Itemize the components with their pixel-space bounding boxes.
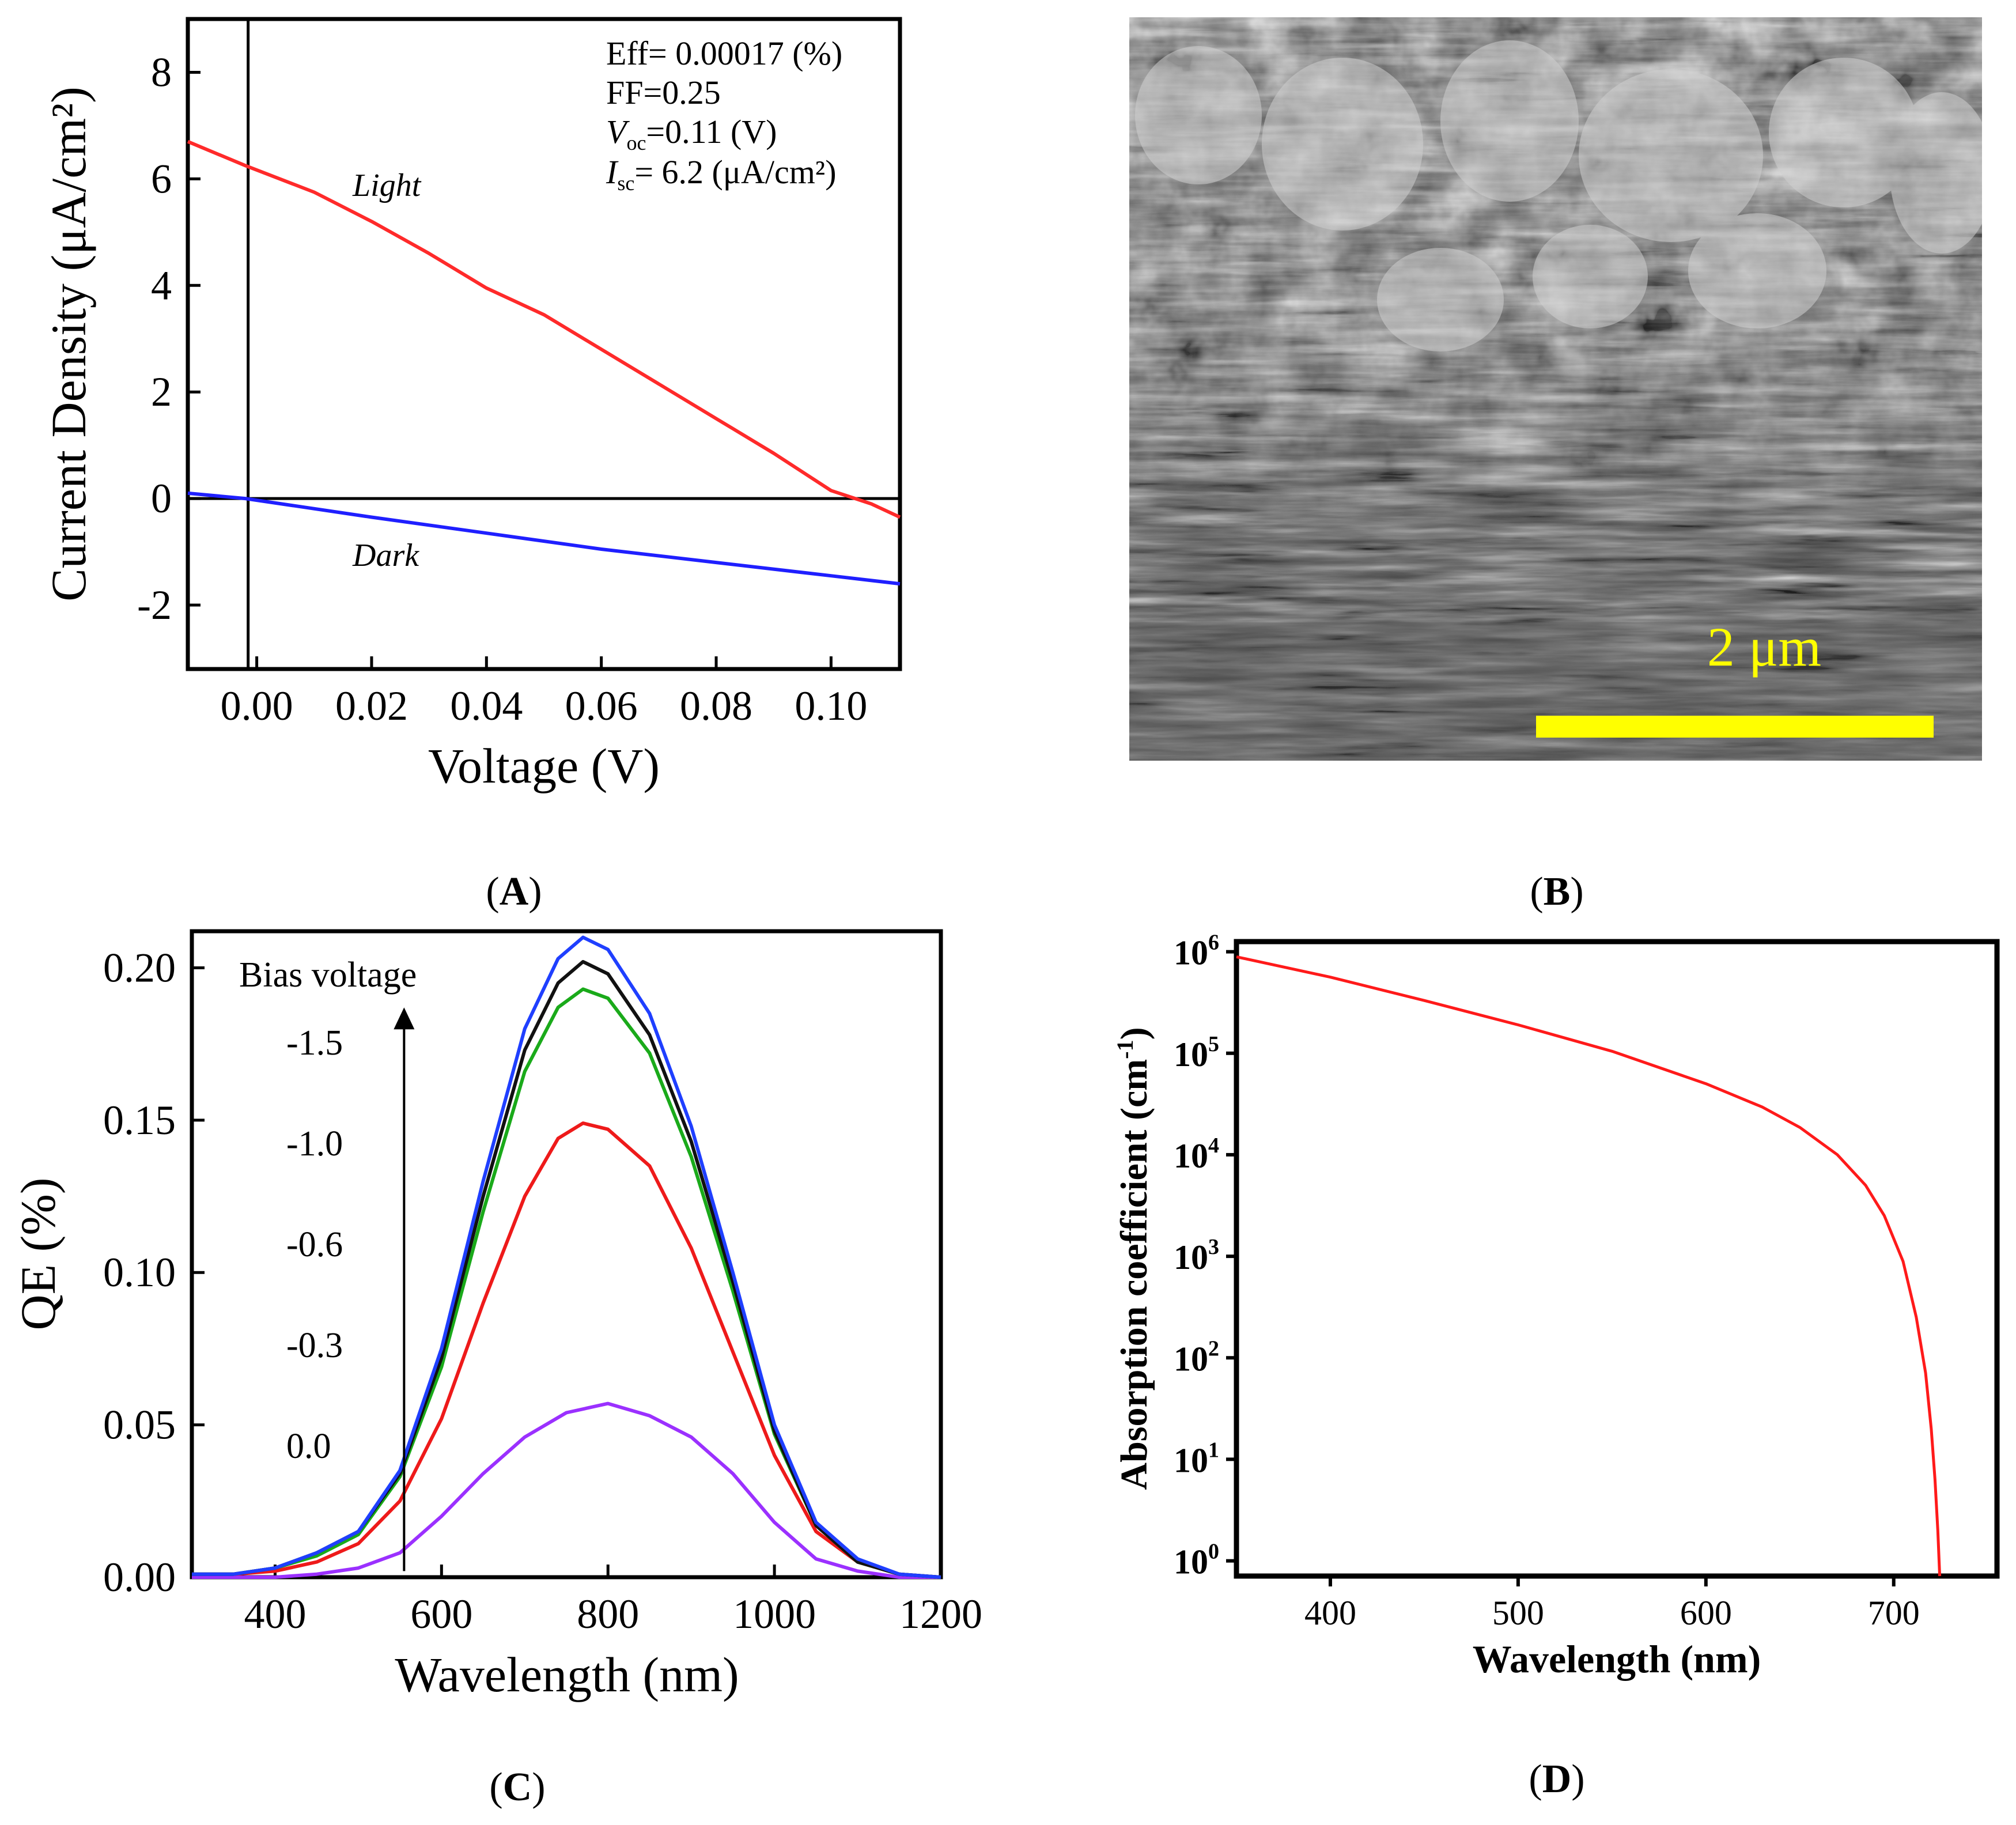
panel-a-label: (A): [486, 870, 542, 914]
scale-bar: [1536, 716, 1934, 738]
y-tick-label: 2: [151, 369, 172, 415]
panel-a-chart: 0.00 0.02 0.04 0.06 0.08 0.10 -2 0 2 4 6 8 Eff= 0.0…: [41, 17, 902, 914]
y-tick-label: 0.15: [103, 1097, 176, 1143]
panel-a-frame: [186, 17, 902, 671]
bias-label: -0.3: [286, 1326, 343, 1365]
panel-a-y-axis-title: Current Density (μA/cm²): [41, 86, 96, 601]
qe-curve--0.6V: [192, 987, 941, 1579]
annotation-voc: Voc=0.11 (V): [606, 113, 777, 154]
scale-bar-label: 2 μm: [1707, 616, 1821, 678]
x-tick-label: 0.08: [680, 683, 752, 729]
x-tick-label: 400: [244, 1591, 306, 1637]
panel-d-frame: [1234, 939, 2000, 1579]
y-tick-label: 102: [1174, 1336, 1219, 1378]
bias-voltage-title: Bias voltage: [239, 955, 417, 995]
panel-c-chart: 400 600 800 1000 1200 0.00 0.05 0.10 0.15 0.20 Bi…: [10, 929, 982, 1809]
x-tick-label: 0.06: [565, 683, 638, 729]
y-tick-label: 0.05: [103, 1402, 176, 1448]
panel-d-label: (D): [1529, 1757, 1584, 1801]
y-tick-label: 106: [1174, 931, 1219, 972]
sem-micrograph: [1129, 17, 1982, 761]
y-tick-label: 0.20: [103, 944, 176, 991]
ylabel-superscript: -1: [1112, 1040, 1138, 1059]
bias-label: -0.6: [286, 1225, 343, 1264]
y-tick-label: 101: [1174, 1438, 1219, 1479]
bias-label: 0.0: [286, 1427, 331, 1466]
isc-subscript: sc: [617, 172, 634, 195]
y-tick-label: 105: [1174, 1032, 1219, 1074]
voc-subscript: oc: [626, 131, 646, 154]
x-tick-label: 500: [1492, 1594, 1544, 1632]
isc-value: = 6.2 (μA/cm²): [634, 153, 836, 191]
x-tick-label: 600: [410, 1591, 472, 1637]
y-tick-label: 0.10: [103, 1249, 176, 1295]
y-tick-label: 100: [1174, 1540, 1219, 1581]
x-tick-label: 0.02: [335, 683, 408, 729]
ylabel-base: Absorption coefficient (cm: [1113, 1059, 1155, 1490]
y-tick-label: 6: [151, 156, 172, 202]
annotation-fill-factor: FF=0.25: [606, 74, 721, 111]
light-curve-label: Light: [352, 168, 422, 203]
panel-a-x-axis-title: Voltage (V): [428, 738, 660, 794]
panel-c-x-axis-title: Wavelength (nm): [395, 1647, 739, 1702]
panel-d-y-axis-title: Absorption coefficient (cm-1): [1112, 1027, 1155, 1490]
y-tick-label: 8: [151, 49, 172, 95]
y-tick-label: -2: [137, 582, 172, 628]
x-tick-label: 600: [1680, 1594, 1732, 1632]
annotation-isc: Isc= 6.2 (μA/cm²): [606, 153, 837, 195]
x-tick-label: 1000: [733, 1591, 816, 1637]
voc-value: =0.11 (V): [646, 113, 777, 150]
y-tick-label: 104: [1174, 1133, 1219, 1175]
y-tick-label: 4: [151, 262, 172, 308]
x-tick-label: 0.04: [450, 683, 523, 729]
bias-arrow-head: [394, 1007, 415, 1030]
x-tick-label: 1200: [899, 1591, 982, 1637]
bias-label: -1.0: [286, 1124, 343, 1163]
dark-curve-label: Dark: [352, 538, 419, 573]
y-tick-label: 103: [1174, 1235, 1219, 1276]
isc-symbol: I: [606, 153, 619, 191]
qe-curve--0.3V: [192, 1121, 941, 1579]
x-tick-label: 0.10: [795, 683, 867, 729]
panel-b-sem-image: 2 μm (B): [1129, 17, 1982, 914]
absorption-curve: [1236, 955, 1942, 1577]
annotation-efficiency: Eff= 0.00017 (%): [606, 35, 842, 72]
panel-c-y-axis-title: QE (%): [10, 1177, 66, 1330]
bias-label: -1.5: [286, 1023, 343, 1063]
voc-symbol: V: [606, 113, 630, 150]
y-tick-label: 0.00: [103, 1554, 176, 1600]
qe-curve--1.5V: [192, 935, 941, 1579]
series-line-light: [187, 139, 901, 519]
x-tick-label: 0.00: [221, 683, 293, 729]
panel-b-label: (B): [1530, 870, 1583, 914]
x-tick-label: 400: [1304, 1594, 1356, 1632]
panel-c-label: (C): [489, 1765, 545, 1809]
series-line-dark: [187, 491, 901, 586]
ylabel-close: ): [1113, 1027, 1155, 1040]
qe-curve-0.0V: [192, 1401, 941, 1579]
y-tick-label: 0: [151, 475, 172, 522]
x-tick-label: 800: [577, 1591, 639, 1637]
panel-d-x-axis-title: Wavelength (nm): [1473, 1637, 1761, 1681]
panel-d-chart: 400 500 600 700 100 101 102 103 104 105 106 Wavele…: [1112, 931, 2000, 1801]
panel-c-frame: [190, 929, 943, 1580]
x-tick-label: 700: [1868, 1594, 1920, 1632]
